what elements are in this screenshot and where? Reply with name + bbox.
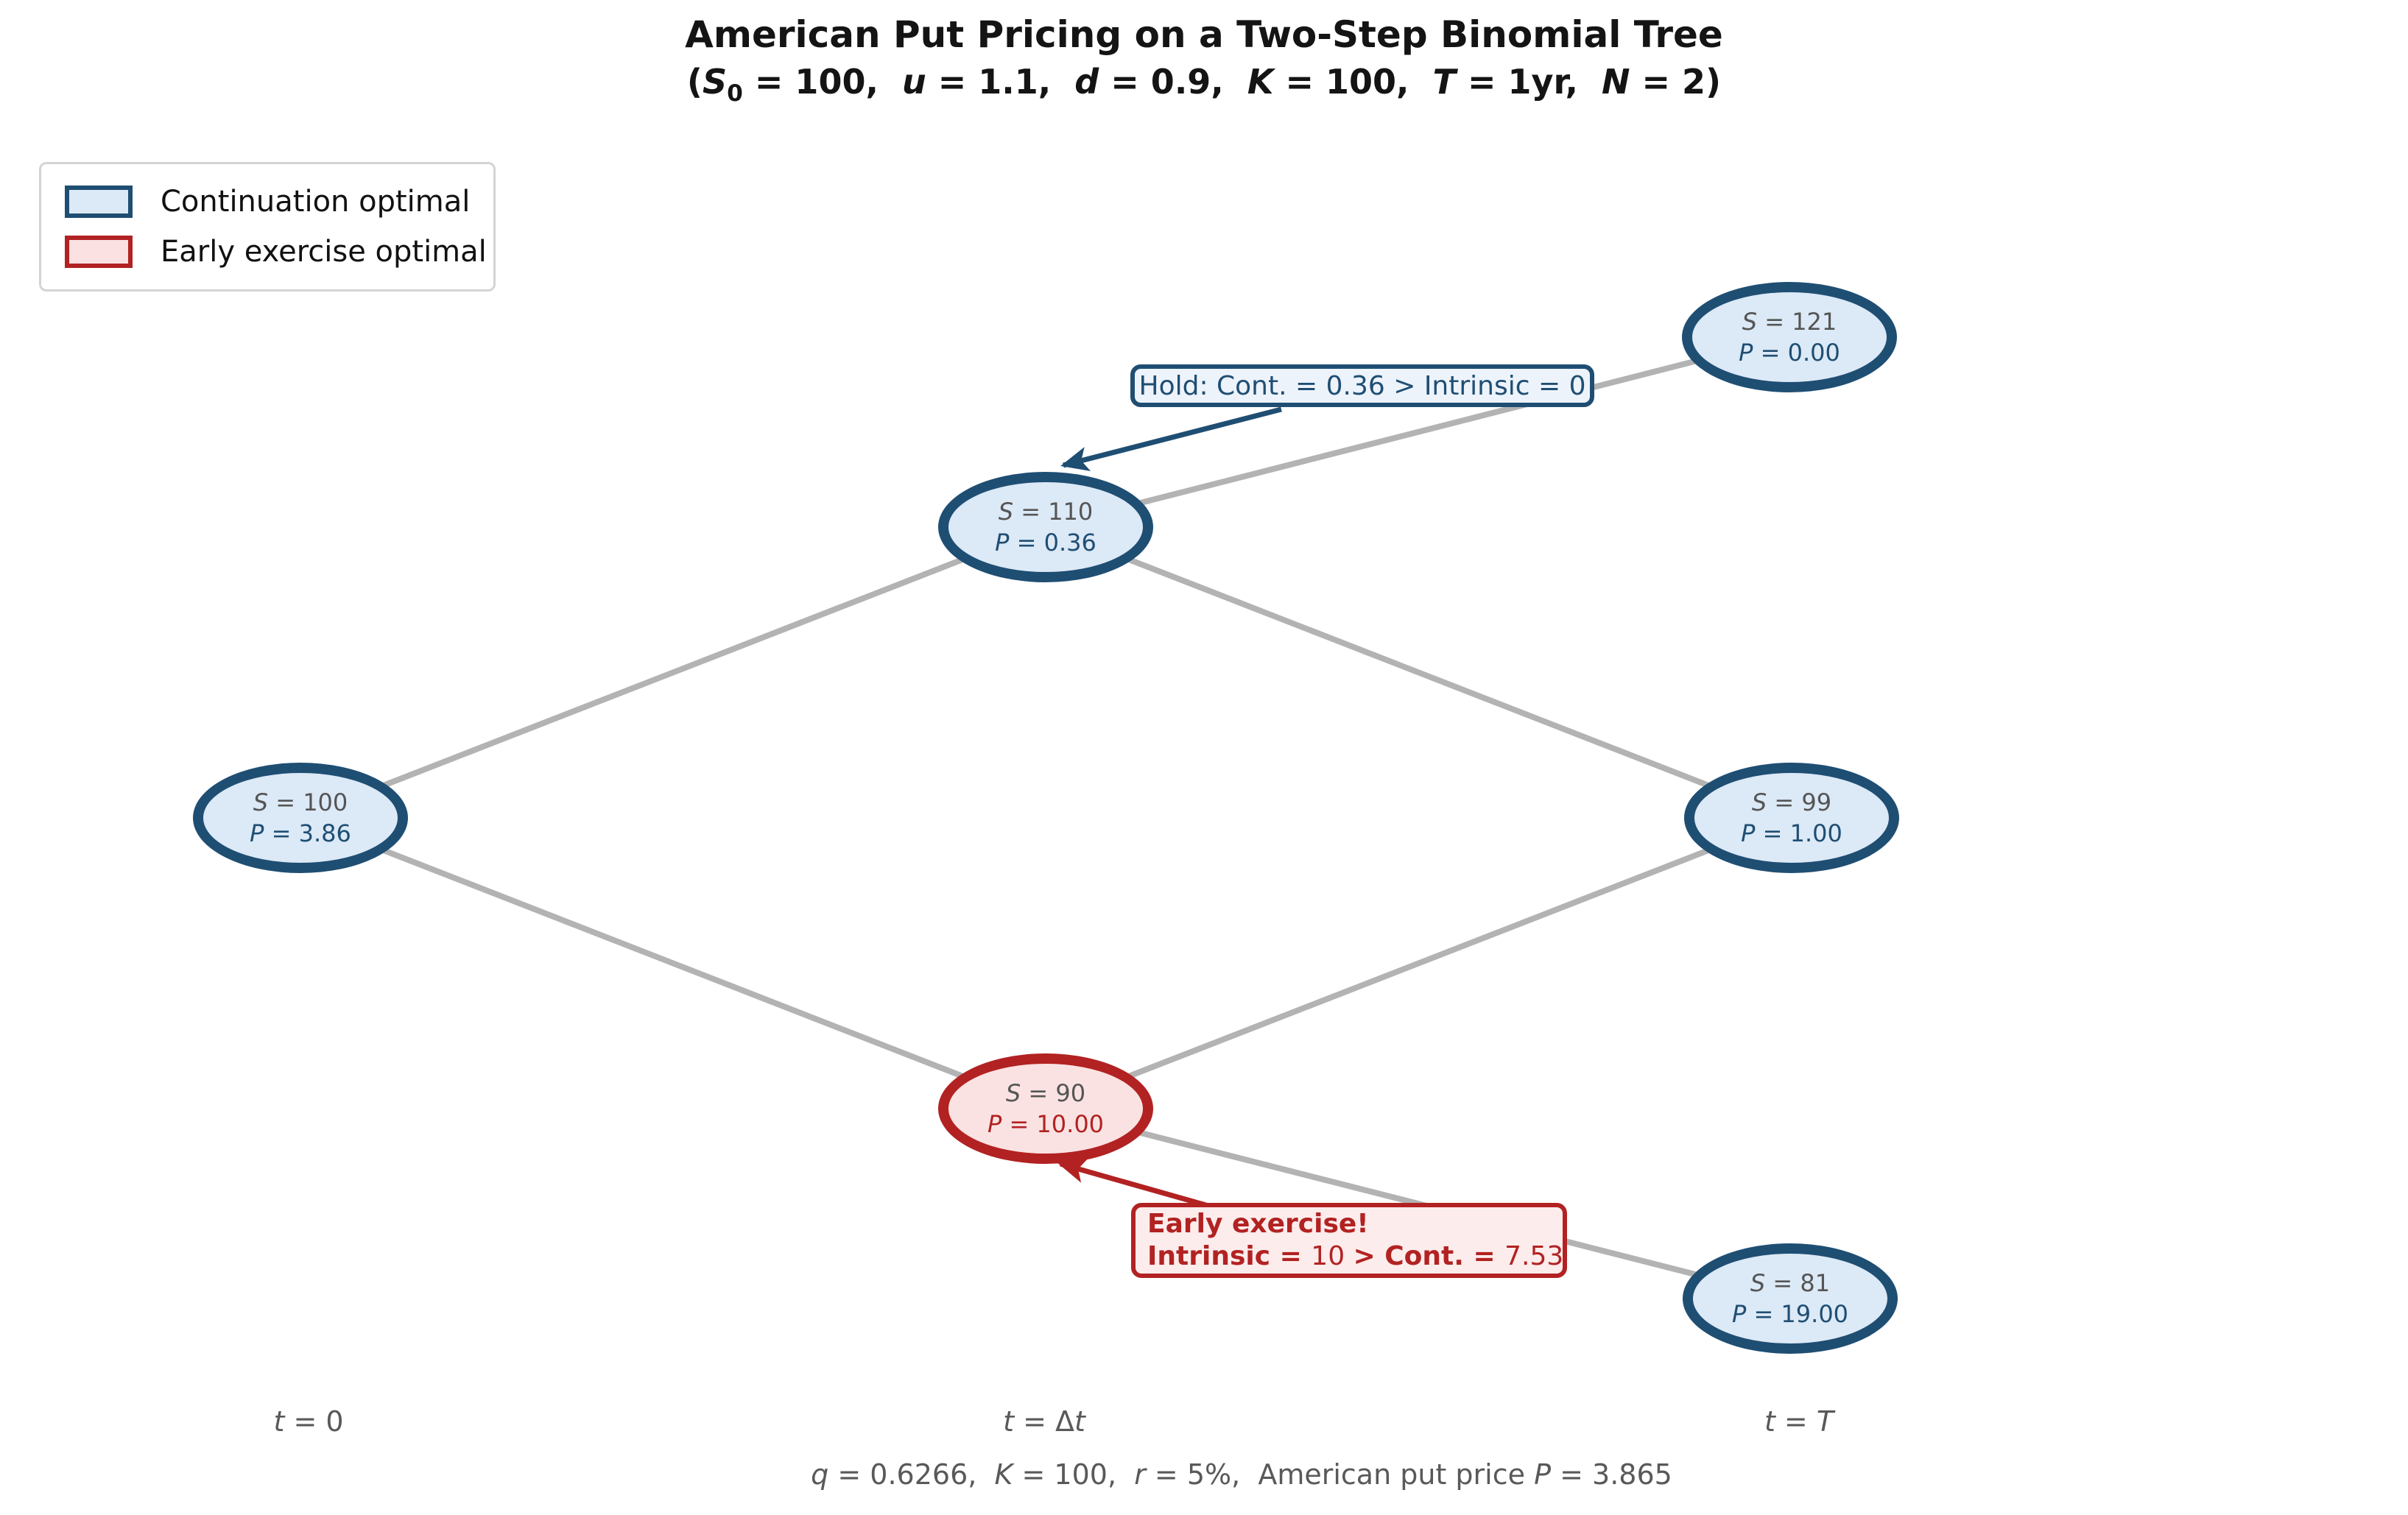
node-put-value: P = 0.36: [995, 529, 1096, 557]
node-stock-value: S = 100: [253, 788, 348, 816]
hold-annotation: Hold: Cont. = 0.36 > Intrinsic = 0: [1130, 364, 1594, 407]
early-exercise-line2: Intrinsic = 10 > Cont. = 7.53: [1147, 1241, 1564, 1271]
node-stock-value: S = 90: [1005, 1079, 1086, 1107]
node-put-value: P = 0.00: [1739, 339, 1840, 367]
edge-root-up: [298, 524, 1049, 821]
continuation-swatch-icon: [65, 186, 133, 218]
hold-annotation-text: Hold: Cont. = 0.36 > Intrinsic = 0: [1138, 370, 1586, 401]
time-label-tT: t = T: [1764, 1405, 1834, 1438]
node-stock-value: S = 121: [1742, 308, 1837, 336]
early-exercise-swatch-icon: [65, 236, 133, 268]
node-downdown-s81: S = 81 P = 19.00: [1683, 1243, 1898, 1354]
edge-up-upup: [1043, 334, 1792, 530]
hold-annotation-arrow: [1060, 406, 1282, 472]
node-put-value: P = 3.86: [250, 819, 351, 847]
node-stock-value: S = 99: [1751, 788, 1832, 816]
legend-item-early-exercise: Early exercise optimal: [65, 235, 493, 269]
time-label-tdt: t = Δt: [1003, 1405, 1085, 1438]
node-put-value: P = 19.00: [1731, 1300, 1849, 1328]
node-upup-s121: S = 121 P = 0.00: [1682, 282, 1897, 392]
edge-up-updown: [1043, 524, 1795, 821]
legend-label: Continuation optimal: [161, 185, 471, 219]
edge-down-updown: [1043, 815, 1795, 1112]
node-stock-value: S = 81: [1750, 1269, 1831, 1297]
node-put-value: P = 10.00: [987, 1110, 1105, 1138]
node-put-value: P = 1.00: [1741, 819, 1842, 847]
figure-subtitle: (S0 = 100, u = 1.1, d = 0.9, K = 100, T …: [686, 62, 1722, 107]
node-root-s100: S = 100 P = 3.86: [193, 763, 408, 873]
figure-title: American Put Pricing on a Two-Step Binom…: [685, 13, 1723, 56]
early-exercise-annotation-arrow: [1057, 1158, 1209, 1209]
time-label-t0: t = 0: [273, 1405, 344, 1438]
early-exercise-line1: Early exercise!: [1147, 1209, 1369, 1239]
node-updown-s99: S = 99 P = 1.00: [1684, 763, 1899, 873]
parameters-footer: q = 0.6266, K = 100, r = 5%, American pu…: [811, 1458, 1672, 1491]
early-exercise-annotation: Early exercise! Intrinsic = 10 > Cont. =…: [1131, 1203, 1567, 1278]
edge-root-down: [298, 815, 1049, 1112]
legend-item-continuation: Continuation optimal: [65, 185, 493, 219]
node-stock-value: S = 110: [998, 498, 1094, 526]
legend-label: Early exercise optimal: [161, 235, 487, 269]
node-down-s90: S = 90 P = 10.00: [938, 1053, 1153, 1164]
node-up-s110: S = 110 P = 0.36: [938, 472, 1153, 582]
legend: Continuation optimal Early exercise opti…: [39, 162, 496, 292]
